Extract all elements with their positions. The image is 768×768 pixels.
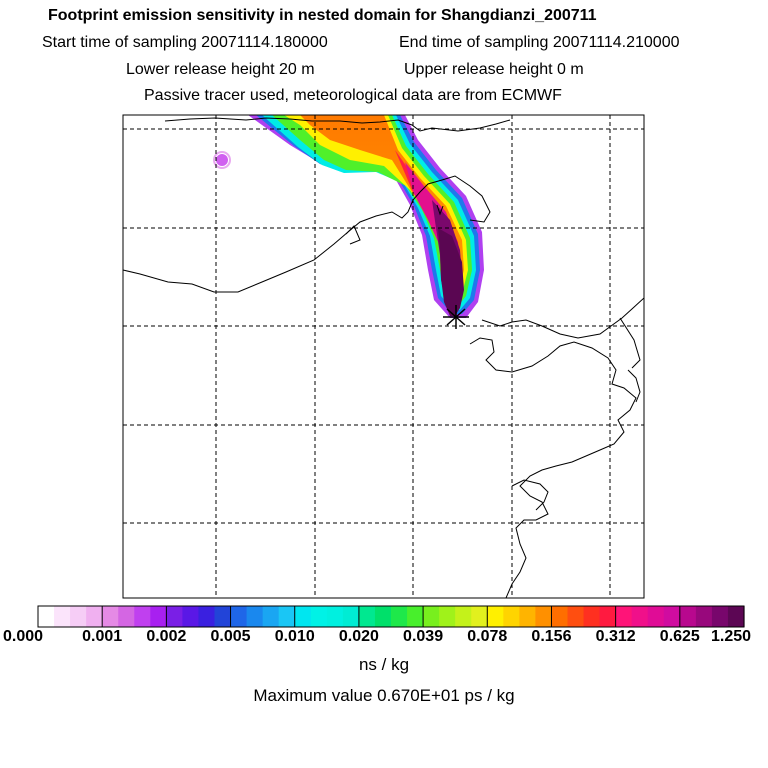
colorbar-border xyxy=(37,605,745,628)
colorbar-cell xyxy=(647,606,665,627)
isolated-spot-edge xyxy=(213,151,231,169)
colorbar-cell xyxy=(487,606,504,627)
map-frame xyxy=(123,115,644,598)
colorbar-tick-label: 0.000 xyxy=(2,628,44,645)
colorbar-cell xyxy=(342,606,360,627)
colorbar-tick-label: 0.039 xyxy=(403,628,444,645)
units-label: ns / kg xyxy=(358,655,410,674)
upper-release-label: Upper release height 0 m xyxy=(404,61,584,78)
colorbar-cell xyxy=(294,606,312,627)
colorbar-cell xyxy=(567,606,585,627)
colorbar-cell xyxy=(54,606,71,627)
colorbar-cell xyxy=(134,606,151,627)
colorbar-cell xyxy=(583,606,601,627)
colorbar-cell xyxy=(535,606,553,627)
colorbar-cell xyxy=(198,606,216,627)
map-border xyxy=(122,114,645,599)
colorbar-cell xyxy=(230,606,248,627)
colorbar-cell xyxy=(439,606,456,627)
colorbar-cell xyxy=(391,606,408,627)
colorbar-tick-label: 0.001 xyxy=(82,628,123,645)
coastline-east xyxy=(469,337,637,598)
coastlines xyxy=(123,117,644,598)
colorbar-cell xyxy=(166,606,184,627)
colorbar-tick-label: 0.010 xyxy=(274,628,315,645)
colorbar-cell xyxy=(262,606,280,627)
colorbar-cell xyxy=(278,606,296,627)
tracer-note: Passive tracer used, meteorological data… xyxy=(144,87,562,104)
colorbar-cell xyxy=(182,606,200,627)
plume-band-cyan xyxy=(262,115,476,310)
colorbar xyxy=(37,605,745,628)
colorbar-cell xyxy=(727,606,745,627)
colorbar-cell xyxy=(118,606,135,627)
colorbar-cell xyxy=(471,606,488,627)
colorbar-cell xyxy=(38,606,55,627)
lower-release-label: Lower release height 20 m xyxy=(126,61,315,78)
colorbar-cell xyxy=(519,606,537,627)
coastline-inlet xyxy=(627,369,641,403)
colorbar-tick-label: 0.625 xyxy=(659,628,700,645)
colorbar-cell xyxy=(695,606,713,627)
coastline-north xyxy=(164,117,511,132)
colorbar-tick-label: 1.250 xyxy=(710,628,752,645)
colorbar-tick-label: 0.005 xyxy=(210,628,251,645)
colorbar-cell xyxy=(455,606,472,627)
plume-core xyxy=(438,228,464,316)
end-time-label: End time of sampling 20071114.210000 xyxy=(399,34,680,51)
receptor-marker xyxy=(443,305,469,329)
colorbar-cell xyxy=(407,606,424,627)
coastline-mid xyxy=(123,175,491,293)
isolated-spot xyxy=(216,154,228,166)
colorbar-cell xyxy=(246,606,264,627)
colorbar-cell xyxy=(663,606,681,627)
colorbar-cell xyxy=(214,606,232,627)
coastline-bay-right xyxy=(481,297,644,339)
colorbar-cell xyxy=(310,606,328,627)
colorbar-cell xyxy=(679,606,697,627)
footprint-plume xyxy=(213,115,484,318)
coastline-peninsula xyxy=(511,479,549,511)
colorbar-cell xyxy=(326,606,344,627)
colorbar-tick-label: 0.002 xyxy=(146,628,187,645)
colorbar-cell xyxy=(599,606,617,627)
colorbar-cell xyxy=(631,606,649,627)
coastline-north-east xyxy=(619,317,641,369)
start-time-label: Start time of sampling 20071114.180000 xyxy=(42,34,328,51)
coastline-bay-left xyxy=(345,225,361,245)
colorbar-cell xyxy=(102,606,119,627)
colorbar-cell xyxy=(551,606,569,627)
colorbar-tick-label: 0.078 xyxy=(467,628,508,645)
colorbar-tick-label: 0.156 xyxy=(531,628,572,645)
colorbar-cell xyxy=(711,606,729,627)
colorbar-cell xyxy=(70,606,87,627)
island-marker xyxy=(436,204,444,216)
colorbar-cell xyxy=(150,606,167,627)
colorbar-tick-label: 0.312 xyxy=(595,628,636,645)
colorbar-cell xyxy=(615,606,633,627)
colorbar-cell xyxy=(374,606,392,627)
colorbar-cell xyxy=(86,606,103,627)
colorbar-cell xyxy=(423,606,440,627)
colorbar-cell xyxy=(358,606,376,627)
colorbar-cell xyxy=(503,606,520,627)
chart-title: Footprint emission sensitivity in nested… xyxy=(48,7,597,24)
plume-band-red xyxy=(395,150,460,294)
max-value-label: Maximum value 0.670E+01 ps / kg xyxy=(253,686,515,705)
colorbar-tick-label: 0.020 xyxy=(338,628,379,645)
lat-lon-grid xyxy=(123,115,644,598)
